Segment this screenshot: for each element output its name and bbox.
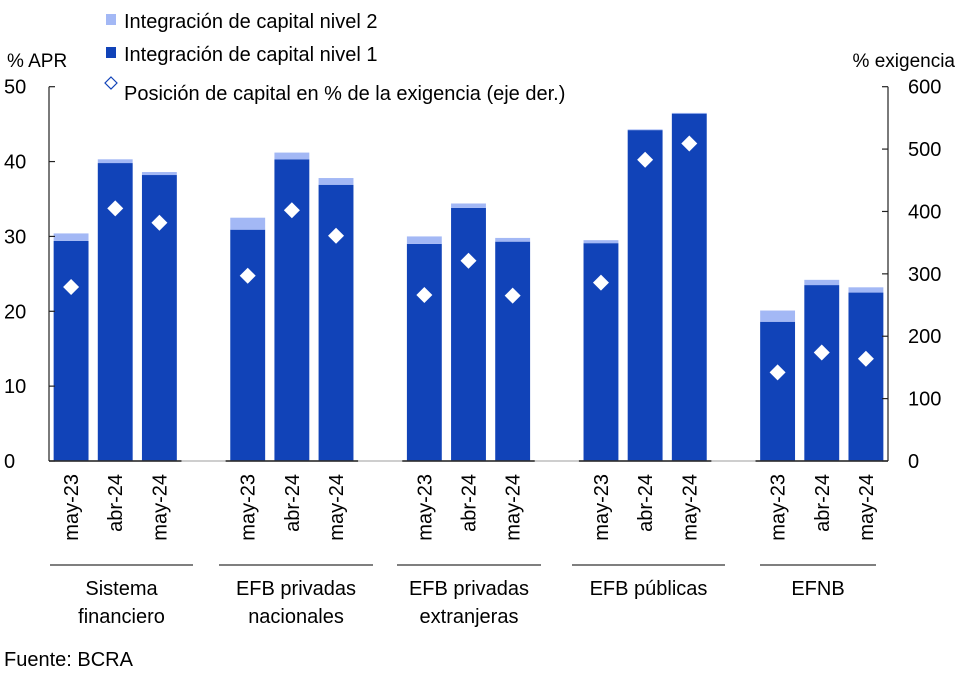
left-axis-tick-label: 20 (4, 301, 26, 323)
category-label: abr-24 (635, 474, 657, 532)
group-label: EFNB (791, 578, 844, 600)
position-diamond (63, 278, 80, 295)
bar-tier2 (274, 152, 310, 160)
category-label: may-23 (768, 474, 790, 541)
bar-tier2 (451, 203, 486, 208)
right-axis-tick-label: 400 (908, 202, 941, 224)
position-diamond (328, 227, 345, 244)
bar-tier1 (804, 285, 840, 461)
group-label: nacionales (248, 606, 344, 628)
bar-tier1 (318, 184, 354, 461)
source-note: Fuente: BCRA (4, 649, 133, 671)
category-label: may-24 (856, 474, 878, 541)
position-diamond (283, 202, 300, 219)
bar-tier2 (671, 112, 707, 114)
category-label: abr-24 (282, 474, 304, 532)
bar-tier1 (848, 292, 884, 461)
bar-tier2 (760, 310, 796, 322)
legend: Integración de capital nivel 2 Integraci… (104, 11, 565, 105)
legend-label-tier1: Integración de capital nivel 1 (124, 44, 378, 66)
left-axis-tick-label: 0 (4, 451, 15, 473)
position-diamond (769, 364, 786, 381)
bar-tier1 (495, 241, 531, 461)
position-diamond (637, 151, 654, 168)
bar-tier1 (230, 229, 266, 461)
category-label: may-24 (326, 474, 348, 541)
legend-marker-tier2 (106, 14, 116, 25)
bar-tier2 (627, 129, 663, 131)
right-axis-tick-label: 300 (908, 264, 941, 286)
position-diamond (592, 274, 609, 291)
position-diamond (460, 252, 477, 269)
right-axis-title: % exigencia (853, 51, 956, 72)
legend-marker-tier1 (106, 47, 116, 58)
left-axis-tick-label: 40 (4, 152, 26, 174)
group-label: financiero (78, 606, 165, 628)
bar-tier2 (406, 236, 442, 244)
legend-marker-diamond-icon (104, 76, 118, 90)
bar-tier2 (141, 172, 177, 176)
category-label: may-23 (61, 474, 83, 541)
category-label: may-23 (414, 474, 436, 541)
bar-tier2 (97, 159, 133, 164)
bar-tier1 (760, 321, 796, 461)
legend-label-tier2: Integración de capital nivel 2 (124, 11, 378, 33)
left-axis-tick-label: 30 (4, 226, 26, 248)
category-label: abr-24 (459, 474, 481, 532)
category-label: may-23 (591, 474, 613, 541)
bar-tier1 (671, 113, 707, 462)
bar-tier2 (318, 178, 354, 185)
bar-tier1 (53, 240, 89, 461)
position-diamond (239, 267, 256, 284)
right-axis-tick-label: 200 (908, 326, 941, 348)
legend-label-position: Posición de capital en % de la exigencia… (124, 83, 565, 105)
bar-tier2 (848, 287, 884, 293)
group-label: EFB privadas (409, 578, 529, 600)
group-label: Sistema (85, 578, 158, 600)
bar-tier2 (230, 217, 266, 230)
right-axis-tick-label: 0 (908, 451, 919, 473)
category-label: may-23 (238, 474, 260, 541)
left-axis-title: % APR (7, 51, 67, 72)
category-label: may-24 (149, 474, 171, 541)
position-diamond (813, 344, 830, 361)
bars-layer (53, 112, 884, 462)
bar-tier2 (804, 279, 840, 286)
diamonds-layer (63, 135, 874, 381)
bar-tier2 (495, 237, 531, 242)
position-diamond (416, 287, 433, 304)
x-labels-layer: may-23 abr-24 may-24 Sistema financiero may-2… (50, 474, 878, 628)
position-diamond (504, 287, 521, 304)
bar-tier2 (583, 240, 619, 244)
position-diamond (681, 135, 698, 152)
position-diamond (107, 200, 124, 217)
bar-tier1 (627, 130, 663, 461)
category-label: may-24 (503, 474, 525, 541)
category-label: abr-24 (105, 474, 127, 532)
group-label: EFB privadas (236, 578, 356, 600)
group-label: extranjeras (420, 606, 519, 628)
right-axis-tick-label: 500 (908, 139, 941, 161)
bar-tier1 (406, 243, 442, 461)
right-axis-tick-label: 100 (908, 389, 941, 411)
category-label: may-24 (679, 474, 701, 541)
bar-tier2 (53, 233, 89, 241)
right-axis-tick-label: 600 (908, 77, 941, 99)
left-axis-tick-label: 10 (4, 376, 26, 398)
bar-tier1 (451, 207, 486, 461)
group-label: EFB públicas (590, 578, 708, 600)
left-axis-tick-label: 50 (4, 77, 26, 99)
position-diamond (857, 350, 874, 367)
category-label: abr-24 (812, 474, 834, 532)
position-diamond (151, 214, 168, 231)
